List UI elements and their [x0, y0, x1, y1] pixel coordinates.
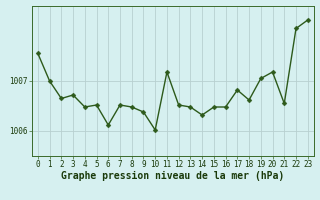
X-axis label: Graphe pression niveau de la mer (hPa): Graphe pression niveau de la mer (hPa) — [61, 171, 284, 181]
